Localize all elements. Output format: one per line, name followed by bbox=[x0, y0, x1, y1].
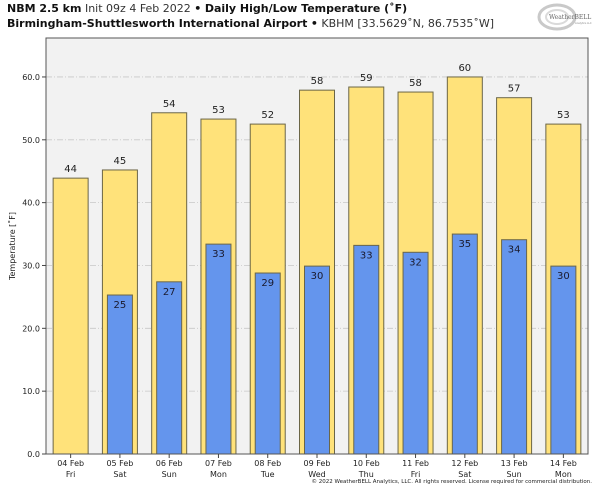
y-tick-label: 10.0 bbox=[22, 387, 40, 396]
low-temp-label: 33 bbox=[360, 250, 373, 261]
high-temp-label: 44 bbox=[64, 164, 77, 175]
high-temp-label: 58 bbox=[409, 78, 422, 89]
weatherbell-logo: WeatherBELL Analytics LLC bbox=[537, 3, 592, 31]
low-temp-label: 29 bbox=[261, 278, 274, 289]
x-tick-label-date: 08 Feb bbox=[254, 459, 281, 468]
y-tick-label: 40.0 bbox=[22, 199, 40, 208]
low-temp-bar bbox=[402, 251, 429, 455]
low-temp-bar bbox=[304, 265, 330, 455]
separator: • bbox=[310, 17, 318, 30]
y-tick-label: 60.0 bbox=[22, 73, 40, 82]
low-temp-label: 35 bbox=[458, 239, 471, 250]
logo-text: WeatherBELL bbox=[549, 14, 591, 21]
separator: • bbox=[194, 2, 202, 15]
low-temp-bar bbox=[501, 239, 528, 455]
x-tick-label-date: 05 Feb bbox=[106, 459, 133, 468]
station-info: KBHM [33.5629˚N, 86.7535˚W] bbox=[321, 17, 495, 30]
high-temp-label: 53 bbox=[212, 105, 225, 116]
high-temp-bar bbox=[52, 177, 89, 455]
x-tick-label-weekday: Thu bbox=[358, 470, 374, 479]
low-temp-bar bbox=[550, 265, 577, 455]
x-tick-label-date: 14 Feb bbox=[550, 459, 577, 468]
low-temp-label: 30 bbox=[311, 271, 324, 282]
y-axis-label: Temperature [˚F] bbox=[7, 212, 17, 281]
x-tick-label-date: 04 Feb bbox=[57, 459, 84, 468]
chart-header-line-1: NBM 2.5 km Init 09z 4 Feb 2022 • Daily H… bbox=[7, 2, 407, 15]
x-tick-label-weekday: Fri bbox=[411, 470, 421, 479]
y-axis: 0.0 10.0 20.0 30.0 40.0 50.0 60.0 bbox=[22, 73, 46, 459]
low-temp-bar bbox=[205, 243, 232, 455]
x-tick-label-weekday: Mon bbox=[210, 470, 227, 479]
low-temp-bar bbox=[106, 294, 133, 455]
low-temp-bar bbox=[254, 272, 281, 455]
x-tick-label-weekday: Fri bbox=[66, 470, 76, 479]
x-tick-label-weekday: Sun bbox=[506, 470, 521, 479]
x-axis: 04 Feb Fri 05 Feb Sat 06 Feb Sun 07 Feb Mon 08 F… bbox=[57, 454, 577, 479]
x-tick-label-date: 09 Feb bbox=[304, 459, 331, 468]
x-tick-label-weekday: Sun bbox=[162, 470, 177, 479]
low-temp-bar bbox=[156, 281, 183, 455]
x-tick-label-date: 10 Feb bbox=[353, 459, 380, 468]
low-temp-bar bbox=[353, 244, 380, 455]
x-tick-label-date: 13 Feb bbox=[501, 459, 528, 468]
high-temp-label: 45 bbox=[114, 156, 127, 167]
x-tick-label-date: 11 Feb bbox=[402, 459, 429, 468]
high-temp-label: 58 bbox=[311, 76, 324, 87]
init-time: Init 09z 4 Feb 2022 bbox=[84, 2, 191, 15]
x-tick-label-weekday: Wed bbox=[308, 470, 325, 479]
chart-header-line-2: Birmingham-Shuttlesworth International A… bbox=[7, 17, 494, 30]
low-temp-label: 33 bbox=[212, 249, 225, 260]
copyright-notice: © 2022 WeatherBELL Analytics, LLC. All r… bbox=[311, 479, 592, 485]
y-tick-label: 0.0 bbox=[27, 450, 40, 459]
x-tick-label-weekday: Tue bbox=[260, 470, 275, 479]
high-temp-label: 60 bbox=[458, 63, 471, 74]
model-name: NBM 2.5 km bbox=[7, 2, 82, 15]
x-tick-label-weekday: Sat bbox=[113, 470, 126, 479]
logo-subtext: Analytics LLC bbox=[575, 21, 592, 25]
low-temp-bar bbox=[451, 233, 478, 455]
low-temp-label: 34 bbox=[508, 245, 521, 256]
y-tick-label: 20.0 bbox=[22, 324, 40, 333]
y-tick-label: 50.0 bbox=[22, 136, 40, 145]
high-temp-label: 57 bbox=[508, 84, 521, 95]
bars bbox=[52, 76, 582, 455]
low-temp-label: 30 bbox=[557, 271, 570, 282]
high-temp-label: 54 bbox=[163, 99, 176, 110]
data-labels: 44 45 25 54 27 53 33 52 29 58 30 59 33 58 32 60 35 57 34 53… bbox=[64, 63, 569, 311]
low-temp-label: 32 bbox=[409, 257, 422, 268]
high-temp-label: 52 bbox=[261, 110, 274, 121]
x-tick-label-weekday: Sat bbox=[458, 470, 471, 479]
y-tick-label: 30.0 bbox=[22, 261, 40, 270]
x-tick-label-date: 07 Feb bbox=[205, 459, 232, 468]
x-tick-label-weekday: Mon bbox=[555, 470, 572, 479]
high-temp-label: 53 bbox=[557, 110, 570, 121]
x-tick-label-date: 12 Feb bbox=[451, 459, 478, 468]
high-temp-label: 59 bbox=[360, 73, 373, 84]
low-temp-label: 27 bbox=[163, 287, 176, 298]
station-name: Birmingham-Shuttlesworth International A… bbox=[7, 17, 308, 30]
low-temp-label: 25 bbox=[114, 300, 127, 311]
product-title: Daily High/Low Temperature (˚F) bbox=[204, 2, 408, 15]
x-tick-label-date: 06 Feb bbox=[156, 459, 183, 468]
